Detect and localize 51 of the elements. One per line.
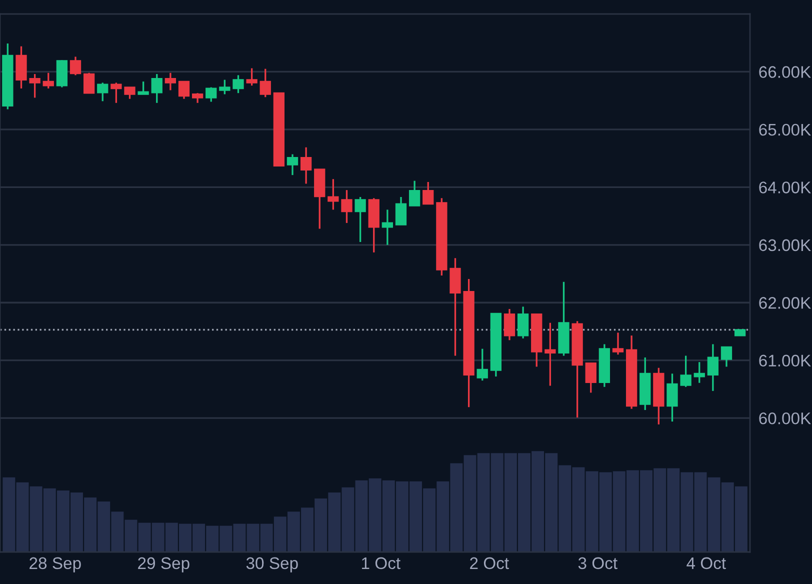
- candlestick: [83, 72, 95, 94]
- x-tick-label: 29 Sep: [138, 557, 190, 572]
- candlestick: [151, 73, 162, 104]
- x-tick-label: 3 Oct: [578, 557, 618, 570]
- candlestick: [504, 308, 516, 341]
- y-tick-label: 64.00K: [759, 182, 811, 194]
- x-tick-label: 4 Oct: [686, 557, 726, 570]
- candlestick: [70, 56, 82, 76]
- candlestick: [232, 74, 244, 94]
- y-tick-label: 63.00K: [759, 239, 811, 252]
- candlestick: [246, 67, 258, 86]
- candlestick: [354, 196, 366, 243]
- candlestick: [517, 306, 529, 340]
- candlestick: [138, 80, 149, 96]
- candlestick: [720, 346, 732, 368]
- x-tick-label: 2 Oct: [470, 557, 509, 570]
- x-tick-label: 30 Sep: [246, 557, 298, 572]
- candlestick: [408, 180, 420, 206]
- candlestick: [42, 72, 54, 90]
- candlestick: [585, 362, 596, 394]
- candlestick: [286, 153, 298, 176]
- candlestick: [29, 73, 40, 99]
- x-tick-label: 1 Oct: [362, 557, 400, 570]
- y-tick-label: 66.00K: [759, 66, 811, 78]
- candlestick: [680, 354, 692, 388]
- candlestick: [97, 82, 108, 102]
- candlestick: [164, 72, 176, 92]
- candlestick: [694, 361, 705, 384]
- y-tick-label: 61.00K: [759, 354, 811, 367]
- candlestick: [382, 208, 394, 246]
- candlestick: [178, 80, 190, 100]
- candlestick: [476, 348, 488, 382]
- candlestick: [422, 181, 434, 205]
- x-tick-label: 28 Sep: [30, 557, 81, 572]
- candlestick: [300, 146, 312, 185]
- candlestick: [395, 196, 407, 226]
- candlestick: [328, 178, 339, 211]
- y-tick-label: 60.00K: [759, 412, 811, 424]
- candlestick: [612, 332, 624, 356]
- candlestick: [192, 92, 204, 104]
- y-tick-label: 65.00K: [759, 124, 811, 136]
- y-tick-label: 62.00K: [759, 297, 811, 309]
- candlestick: [110, 82, 122, 104]
- candlestick: [260, 68, 271, 98]
- candlestick: [206, 86, 217, 103]
- candlestick: [341, 189, 352, 224]
- candlestick: [124, 86, 136, 100]
- candlestick: [707, 343, 719, 392]
- candlestick: [544, 322, 556, 387]
- candlestick: [666, 372, 678, 422]
- candlestick: [219, 78, 230, 96]
